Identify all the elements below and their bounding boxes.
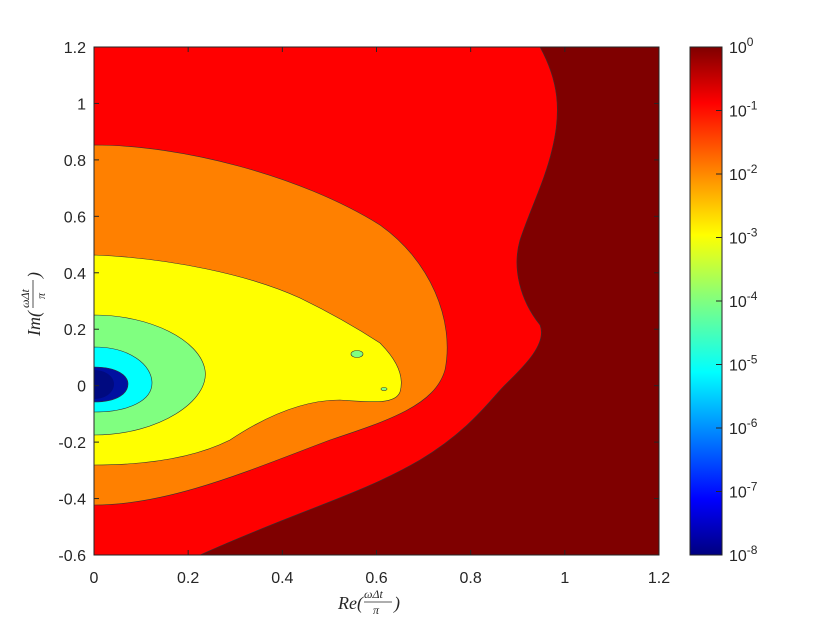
y-tick-label: 0.4 (64, 266, 86, 283)
colorbar-tick-label: 10-5 (729, 353, 758, 375)
y-axis-label-close: ) (24, 272, 45, 279)
x-tick-label: 0 (90, 570, 99, 587)
y-tick-label: -0.2 (58, 435, 86, 452)
x-tick-label: 0.8 (460, 570, 482, 587)
colorbar-tick-label: 10-1 (729, 99, 758, 121)
region-level-minus4-island-small (380, 387, 388, 391)
plot-area (94, 47, 659, 555)
x-tick-label: 1 (560, 570, 569, 587)
colorbar-tick-label: 10-6 (729, 416, 758, 438)
y-tick-label: 0.2 (64, 322, 86, 339)
x-tick-label: 1.2 (648, 570, 670, 587)
x-axis-label-close: ) (393, 593, 400, 614)
colorbar-tick-label: 10-3 (729, 226, 758, 248)
y-axis: -0.6 -0.4 -0.2 0 0.2 0.4 0.6 0.8 1 1.2 (58, 40, 659, 565)
region-level-minus4-island (350, 350, 364, 358)
y-tick-label: 1.2 (64, 40, 86, 57)
colorbar-tick-label: 10-4 (729, 289, 758, 311)
colorbar-tick-label: 10-8 (729, 543, 758, 565)
x-axis-label-numerator: ωΔt (364, 587, 384, 601)
x-tick-label: 0.4 (271, 570, 293, 587)
y-tick-label: 1 (77, 96, 86, 113)
colorbar-ticks: 10-8 10-7 10-6 10-5 10-4 10-3 10-2 10-1 100 (716, 35, 758, 565)
x-axis: 0 0.2 0.4 0.6 0.8 1 1.2 (90, 47, 670, 587)
y-tick-label: 0.8 (64, 153, 86, 170)
x-axis-label-denominator: π (373, 603, 380, 617)
colorbar-tick-label: 10-2 (729, 162, 758, 184)
y-axis-label: Im( ωΔt π ) (18, 272, 48, 337)
y-tick-label: -0.6 (58, 548, 86, 565)
y-tick-label: 0.6 (64, 209, 86, 226)
y-tick-label: -0.4 (58, 492, 86, 509)
y-tick-label: 0 (77, 379, 86, 396)
colorbar-tick-label: 10-7 (729, 480, 758, 502)
x-tick-label: 0.2 (177, 570, 199, 587)
x-tick-label: 0.6 (365, 570, 387, 587)
y-axis-label-text: Im( (24, 310, 45, 337)
x-axis-label: Re( ωΔt π ) (337, 587, 400, 617)
y-axis-label-numerator: ωΔt (18, 288, 32, 308)
x-axis-label-text: Re( (337, 593, 364, 614)
colorbar-tick-label: 100 (729, 35, 754, 57)
y-axis-label-denominator: π (34, 292, 48, 299)
